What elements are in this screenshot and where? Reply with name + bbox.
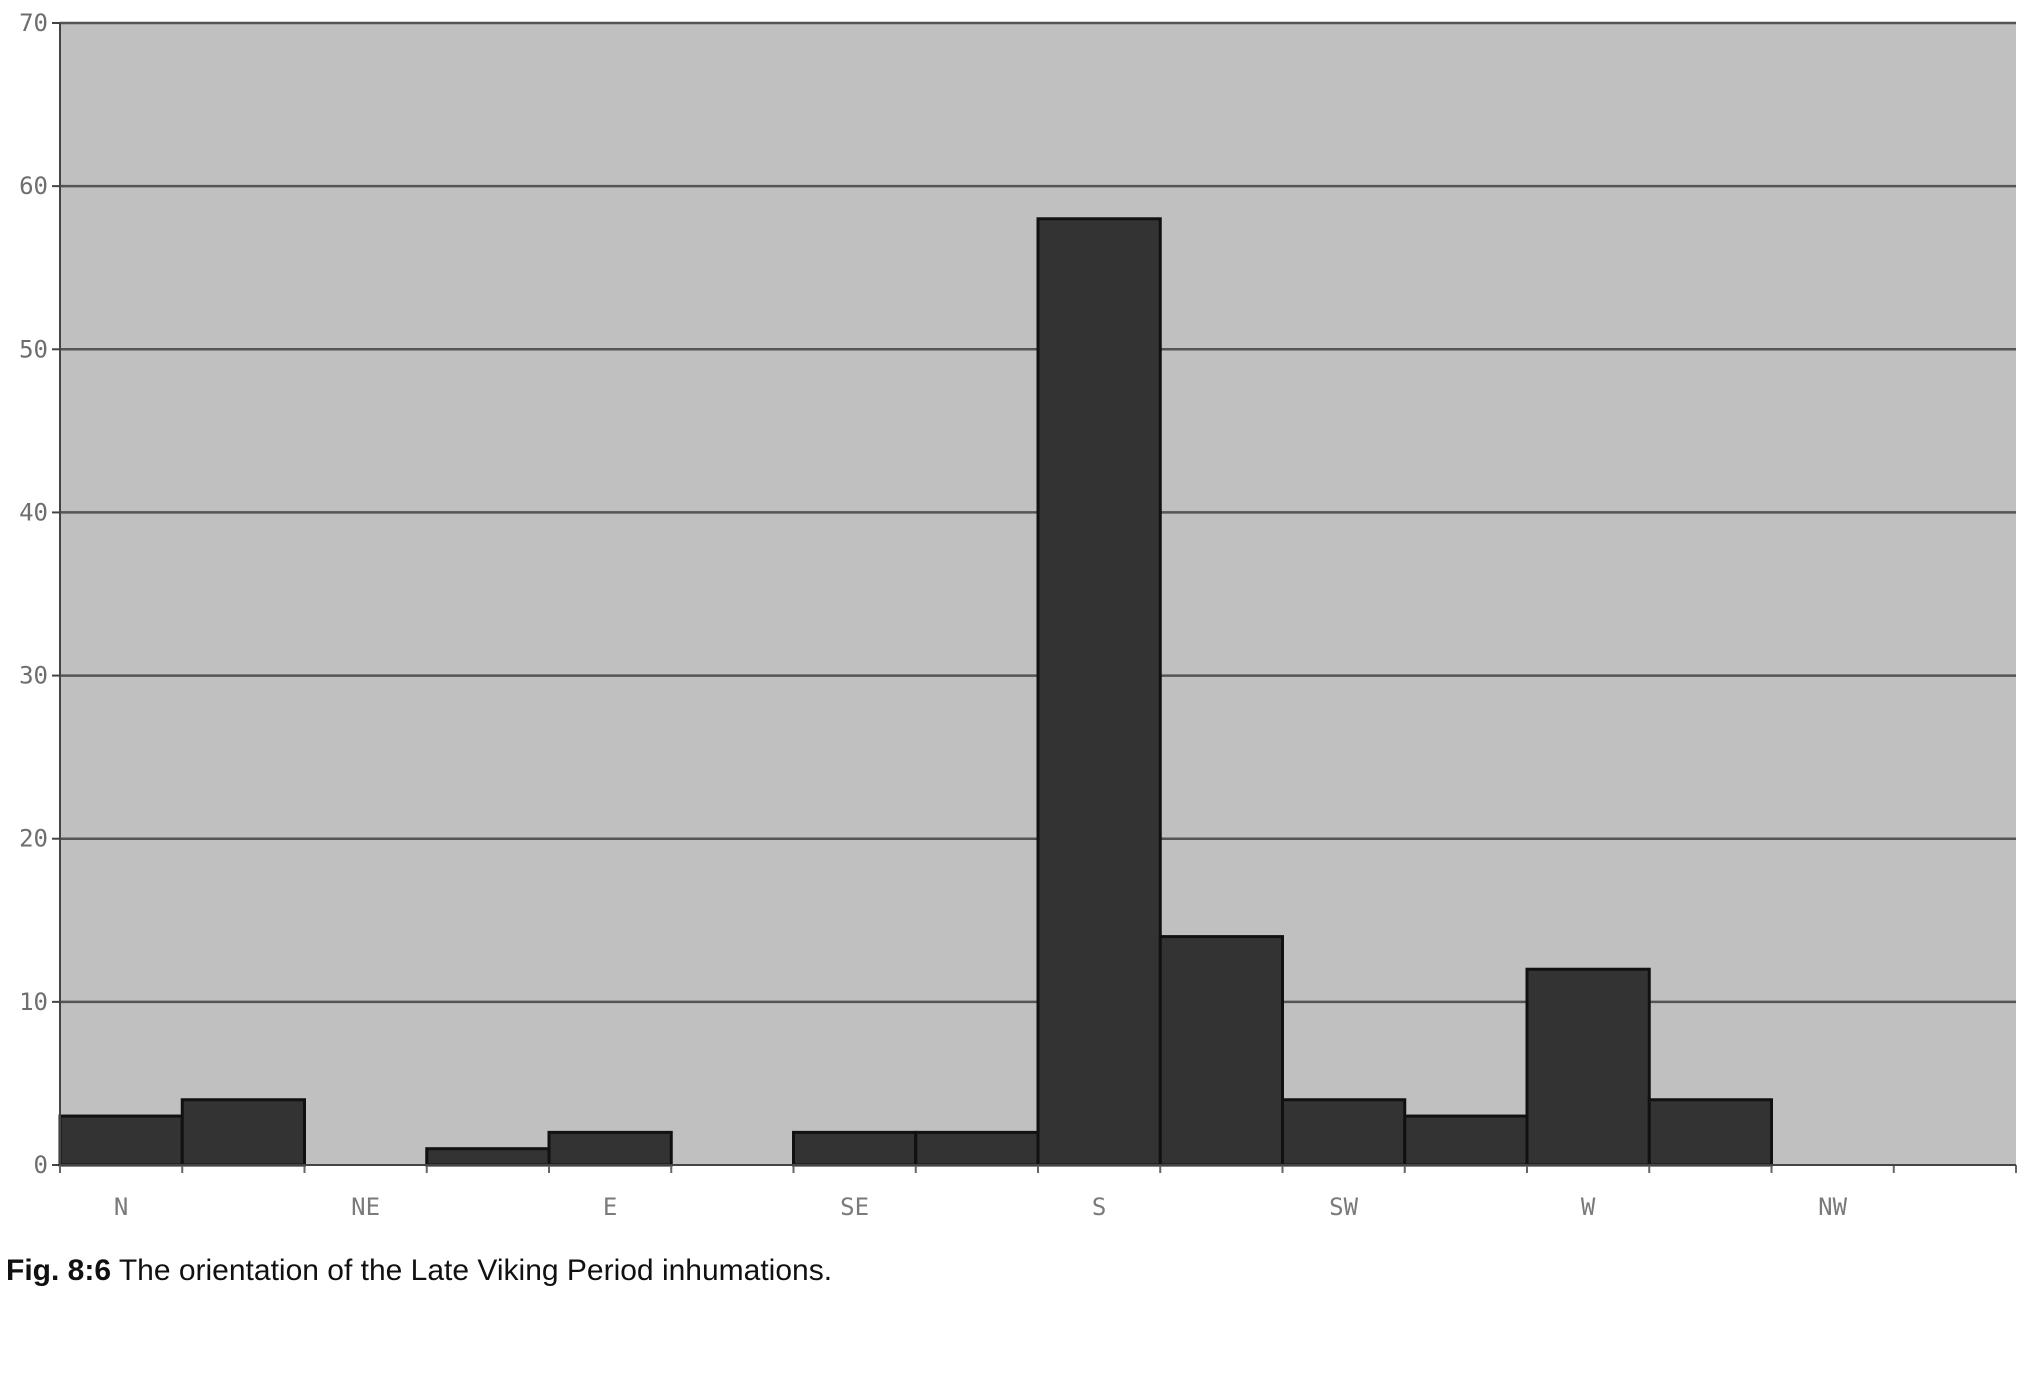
bar xyxy=(1281,1098,1407,1167)
y-tick-label: 70 xyxy=(19,9,48,37)
y-axis-ticks: 0 10 20 30 40 50 60 70 xyxy=(19,9,60,1179)
y-tick-label: 50 xyxy=(19,335,48,363)
x-tick-label: N xyxy=(114,1193,128,1221)
x-tick-label: SW xyxy=(1329,1193,1358,1221)
y-tick-label: 60 xyxy=(19,172,48,200)
x-tick-label: SE xyxy=(840,1193,869,1221)
x-tick-label: W xyxy=(1581,1193,1596,1221)
y-tick-label: 10 xyxy=(19,988,48,1016)
bar xyxy=(1647,1098,1773,1167)
caption-text: The orientation of the Late Viking Perio… xyxy=(118,1254,833,1287)
bar xyxy=(58,1114,184,1167)
bar xyxy=(914,1130,1040,1167)
bar xyxy=(547,1130,673,1167)
y-tick-label: 0 xyxy=(34,1151,48,1179)
x-tick-label: NW xyxy=(1818,1193,1847,1221)
bar xyxy=(1403,1114,1529,1167)
y-tick-label: 20 xyxy=(19,825,48,853)
bar xyxy=(1036,217,1162,1167)
bar xyxy=(1158,935,1284,1167)
y-tick-label: 40 xyxy=(19,498,48,526)
bar xyxy=(792,1130,918,1167)
x-tick-label: E xyxy=(603,1193,617,1221)
bar xyxy=(425,1147,551,1167)
x-axis-ticks: N NE E SE S SW W NW xyxy=(59,1165,2017,1221)
bar xyxy=(180,1098,306,1167)
x-tick-label: S xyxy=(1092,1193,1106,1221)
figure-label: Fig. 8:6 xyxy=(6,1254,112,1287)
x-tick-label: NE xyxy=(351,1193,380,1221)
bar xyxy=(1525,967,1651,1167)
y-tick-label: 30 xyxy=(19,662,48,690)
figure-caption: Fig. 8:6 The orientation of the Late Vik… xyxy=(6,1254,832,1288)
